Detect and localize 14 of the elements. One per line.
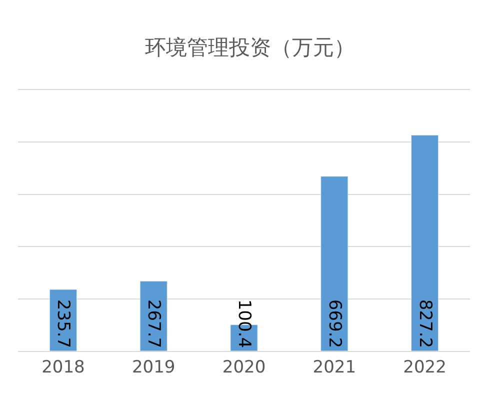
chart-title: 环境管理投资（万元） (145, 35, 355, 60)
x-tick-label: 2018 (42, 357, 85, 378)
bar (140, 280, 168, 351)
bar (410, 134, 439, 351)
data-label: 100.4 (234, 299, 254, 348)
data-label: 235.7 (53, 299, 74, 348)
x-tick-label: 2020 (222, 357, 266, 378)
data-label: 827.2 (414, 299, 435, 348)
x-tick-label: 2022 (403, 357, 446, 378)
x-tick-label: 2021 (312, 357, 356, 378)
bar (320, 176, 348, 351)
x-tick-label: 2019 (132, 357, 176, 378)
data-label: 267.7 (144, 299, 164, 348)
data-label: 669.2 (324, 299, 344, 348)
